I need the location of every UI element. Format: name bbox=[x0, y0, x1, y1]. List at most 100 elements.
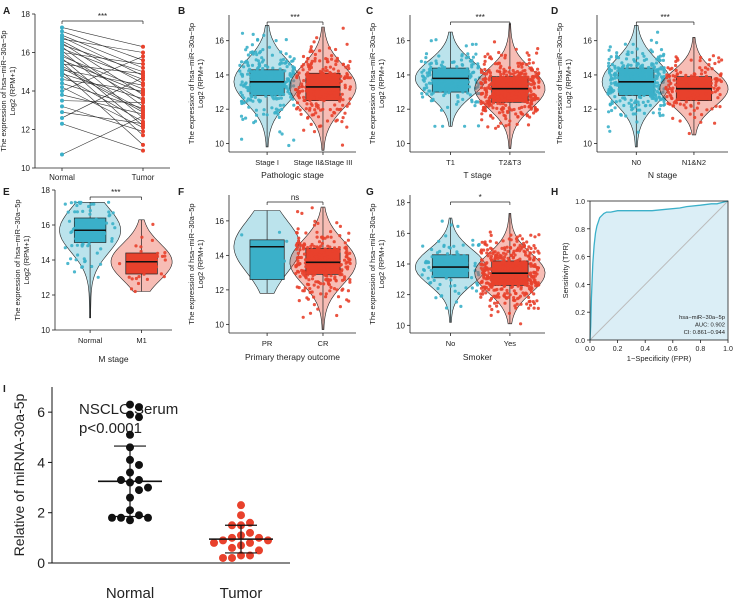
point-d-1 bbox=[682, 103, 686, 107]
point-d-0 bbox=[630, 50, 634, 55]
point-g-1 bbox=[532, 292, 536, 296]
point-d-0 bbox=[639, 95, 643, 100]
point-f-1 bbox=[325, 264, 329, 269]
point-d-0 bbox=[635, 64, 639, 68]
point-e-0 bbox=[80, 265, 84, 269]
point-d-0 bbox=[642, 93, 646, 97]
point-g-1 bbox=[533, 280, 537, 284]
point-f-1 bbox=[344, 255, 348, 259]
point-b-1 bbox=[305, 60, 309, 64]
point-d-1 bbox=[678, 90, 682, 94]
point-g-1 bbox=[503, 255, 507, 259]
point-e-1 bbox=[140, 235, 144, 239]
point-i-tumor bbox=[264, 536, 272, 545]
point-g-1 bbox=[500, 287, 504, 291]
point-c-0 bbox=[466, 55, 470, 59]
point-g-1 bbox=[480, 240, 484, 244]
point-d-0 bbox=[607, 110, 611, 114]
point-c-1 bbox=[509, 82, 513, 86]
p-value-i: p<0.0001 bbox=[79, 420, 142, 437]
point-b-0 bbox=[242, 65, 246, 69]
point-d-0 bbox=[636, 56, 640, 60]
point-b-0 bbox=[291, 70, 295, 74]
point-d-0 bbox=[651, 111, 655, 115]
y-tick-label-e: 18 bbox=[41, 186, 50, 195]
point-e-0 bbox=[79, 218, 83, 222]
point-g-1 bbox=[509, 278, 513, 282]
point-d-1 bbox=[672, 78, 676, 82]
point-g-1 bbox=[518, 243, 522, 248]
point-b-0 bbox=[291, 97, 295, 101]
point-f-1 bbox=[297, 299, 301, 303]
point-c-0 bbox=[460, 85, 464, 89]
point-b-0 bbox=[281, 57, 286, 62]
point-c-1 bbox=[504, 117, 508, 121]
point-d-0 bbox=[650, 96, 654, 100]
y-tick-label-a: 12 bbox=[21, 126, 30, 135]
pair-line bbox=[61, 65, 144, 111]
point-d-0 bbox=[656, 70, 660, 74]
point-b-0 bbox=[239, 114, 244, 118]
point-b-1 bbox=[329, 91, 333, 95]
point-d-1 bbox=[698, 78, 702, 83]
point-g-1 bbox=[518, 264, 522, 268]
point-b-1 bbox=[306, 56, 310, 61]
point-d-0 bbox=[609, 76, 614, 80]
point-g-0 bbox=[420, 273, 424, 277]
point-b-1 bbox=[340, 143, 345, 147]
point-g-0 bbox=[438, 256, 442, 260]
point-g-1 bbox=[513, 260, 518, 265]
point-i-normal bbox=[126, 400, 134, 409]
point-c-1 bbox=[532, 82, 536, 86]
point-f-1 bbox=[312, 295, 316, 299]
point-g-0 bbox=[449, 278, 453, 282]
point-d-1 bbox=[716, 87, 720, 91]
point-b-1 bbox=[341, 26, 345, 30]
point-d-1 bbox=[689, 74, 694, 78]
point-c-1 bbox=[530, 67, 534, 72]
point-b-1 bbox=[335, 56, 339, 60]
point-b-1 bbox=[330, 94, 334, 98]
point-d-0 bbox=[637, 103, 641, 107]
point-g-1 bbox=[518, 234, 522, 238]
point-b-0 bbox=[251, 32, 255, 37]
point-normal bbox=[60, 25, 64, 30]
point-e-0 bbox=[81, 209, 85, 213]
point-e-0 bbox=[111, 211, 115, 215]
point-d-1 bbox=[669, 81, 673, 85]
y-tick-label-a: 18 bbox=[21, 10, 30, 19]
point-b-0 bbox=[259, 73, 263, 77]
point-b-1 bbox=[339, 74, 343, 78]
point-f-1 bbox=[322, 253, 326, 257]
point-b-1 bbox=[312, 40, 316, 44]
x-tick-label-a: Tumor bbox=[132, 173, 155, 182]
point-c-1 bbox=[518, 89, 523, 94]
point-f-1 bbox=[328, 289, 332, 293]
point-d-0 bbox=[624, 57, 629, 61]
point-g-1 bbox=[516, 273, 521, 277]
point-c-1 bbox=[484, 77, 488, 81]
point-g-1 bbox=[489, 313, 493, 317]
point-e-0 bbox=[90, 264, 94, 269]
point-g-1 bbox=[536, 249, 540, 253]
point-f-1 bbox=[316, 280, 320, 284]
point-b-0 bbox=[278, 88, 282, 92]
point-d-0 bbox=[629, 63, 633, 67]
point-c-1 bbox=[536, 47, 540, 51]
point-d-0 bbox=[654, 61, 659, 65]
point-g-1 bbox=[529, 262, 533, 266]
point-b-1 bbox=[321, 67, 325, 71]
point-e-1 bbox=[162, 275, 166, 279]
y-tick-label-h: 0.4 bbox=[575, 282, 585, 289]
point-b-0 bbox=[280, 107, 284, 111]
point-b-0 bbox=[244, 48, 248, 52]
point-g-0 bbox=[439, 260, 444, 264]
point-c-1 bbox=[521, 69, 525, 73]
point-c-0 bbox=[476, 66, 480, 70]
x-axis-title-d: N stage bbox=[648, 170, 678, 180]
point-c-1 bbox=[528, 115, 532, 119]
point-c-1 bbox=[510, 99, 514, 103]
x-tick-label-h: 0.8 bbox=[696, 346, 706, 353]
point-g-1 bbox=[531, 275, 536, 279]
point-b-0 bbox=[275, 87, 279, 91]
